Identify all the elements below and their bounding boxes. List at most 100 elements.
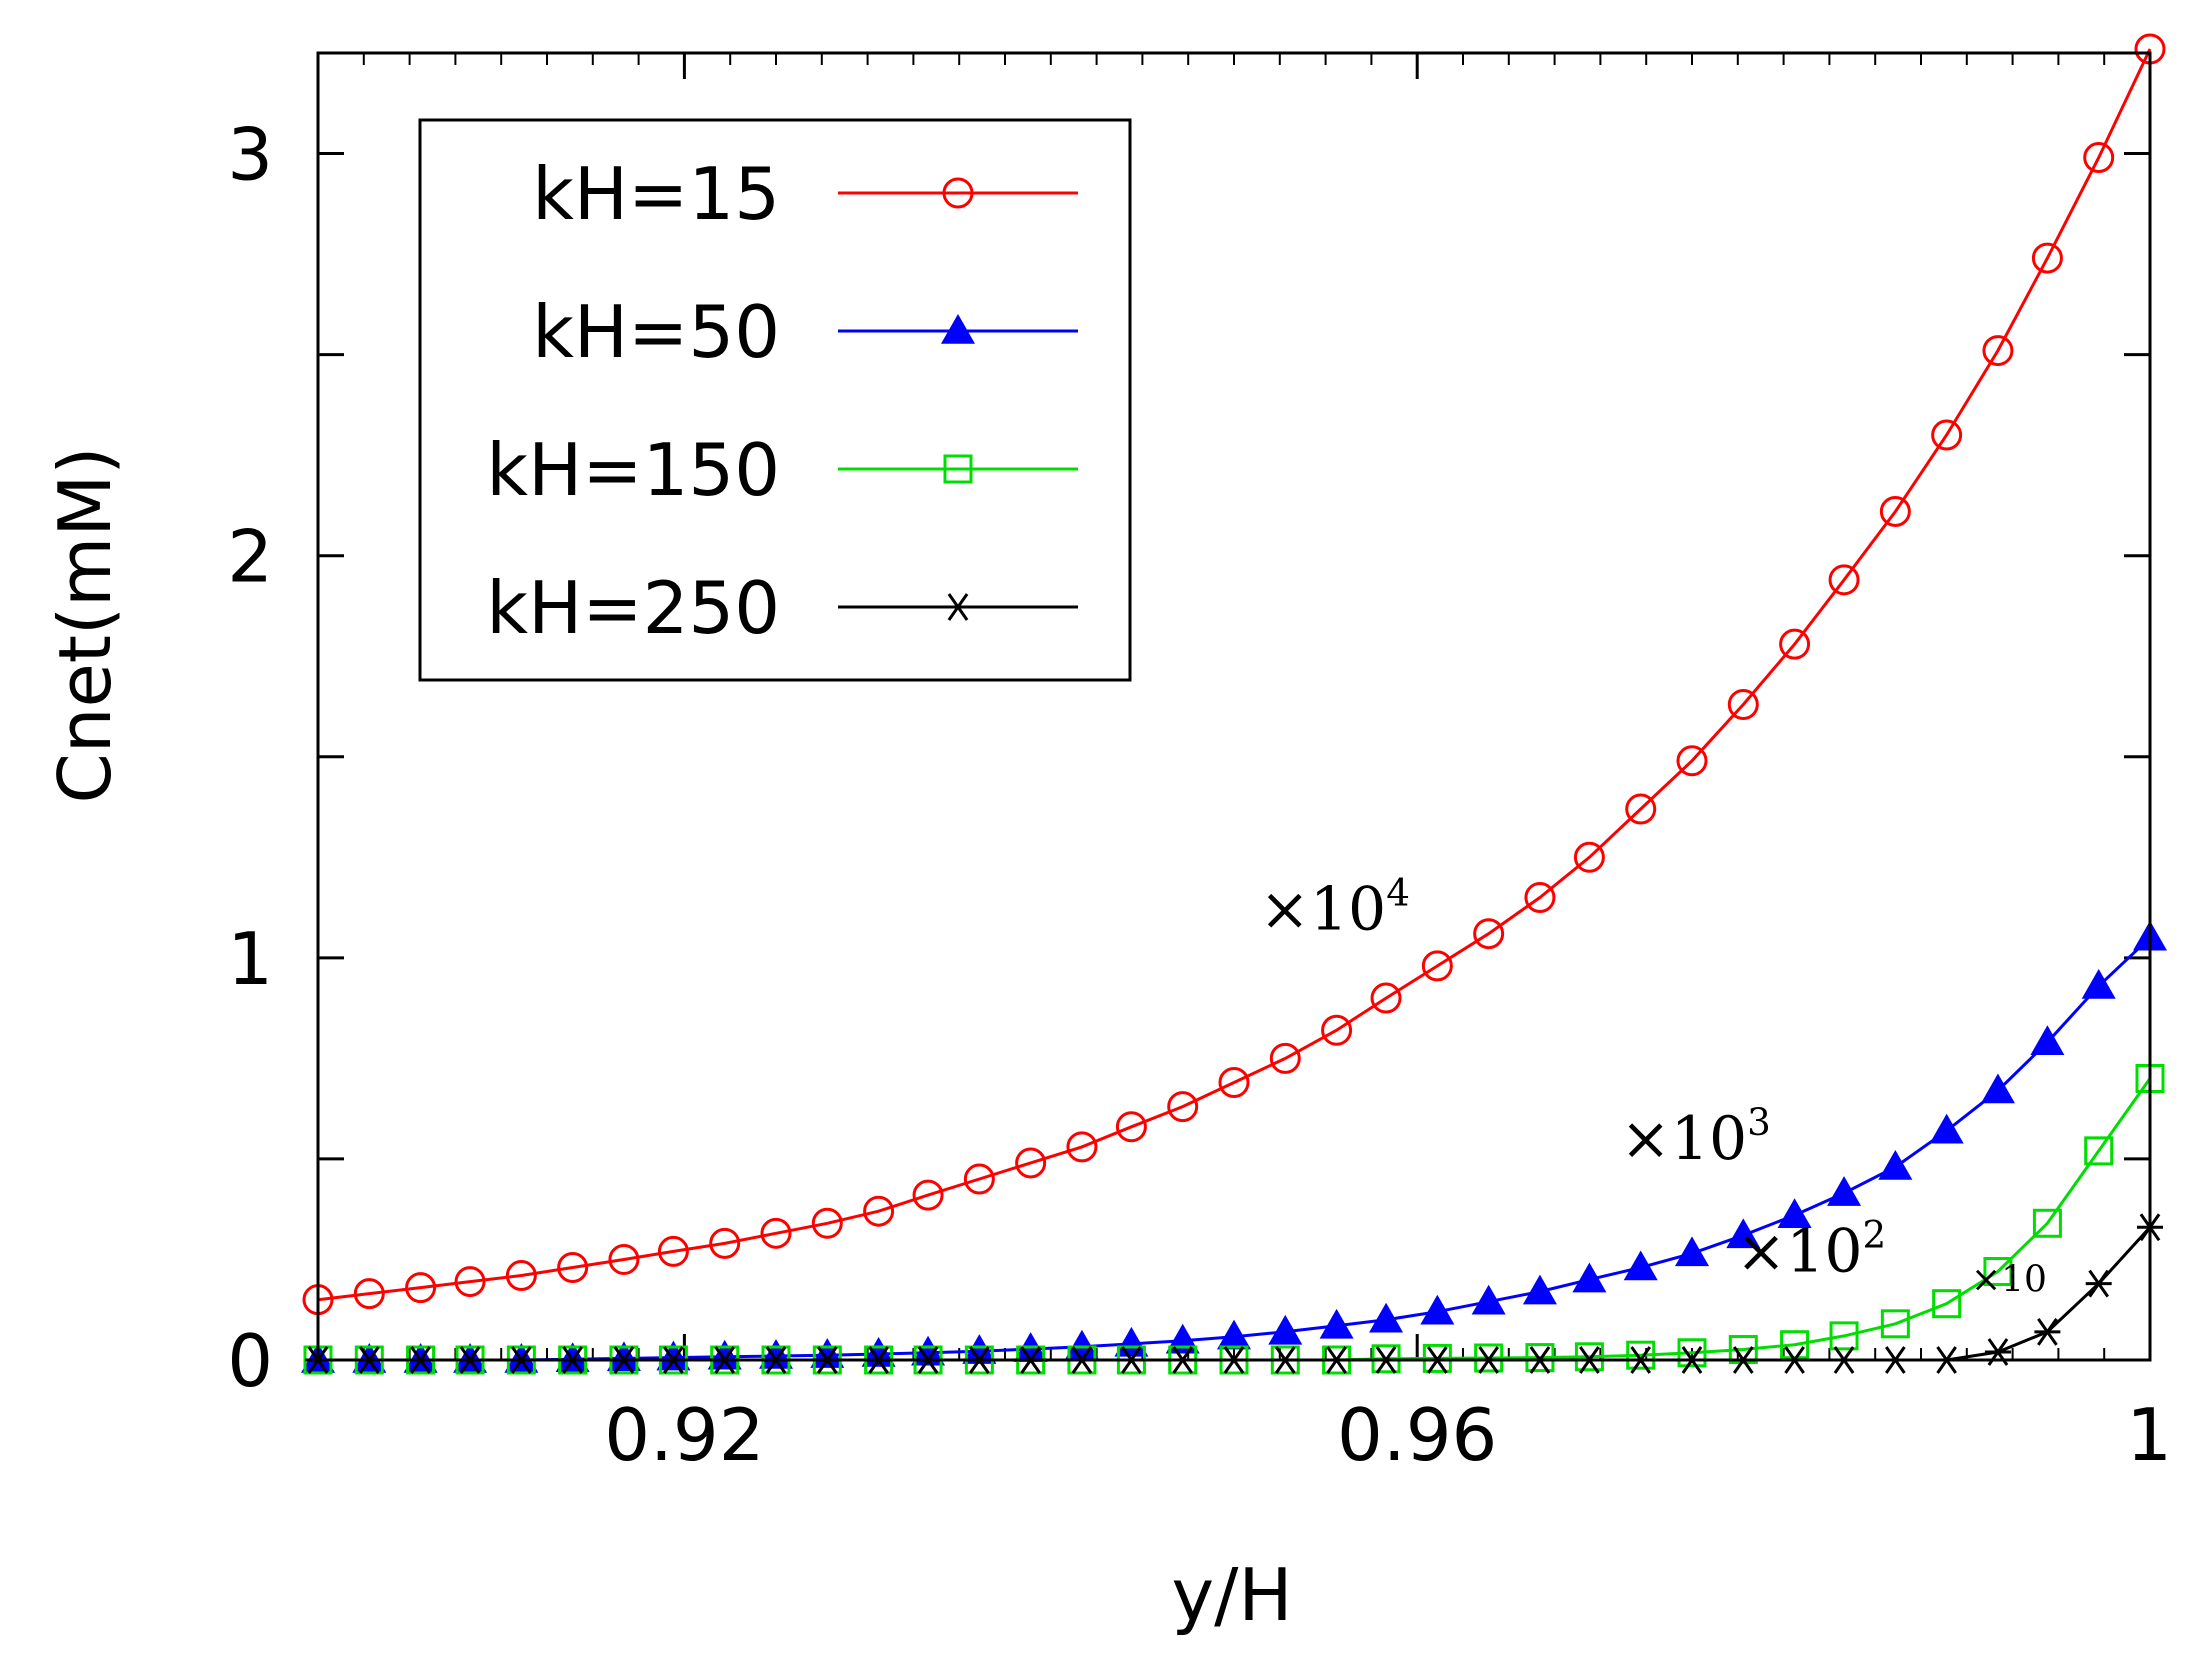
data-point — [606, 1341, 641, 1372]
data-point — [1625, 793, 1657, 825]
data-point — [1929, 1113, 1964, 1144]
data-point — [1879, 495, 1911, 527]
legend-label: kH=15 — [532, 152, 780, 236]
annotation-base: ×10 — [1971, 1260, 2047, 1301]
data-point — [1064, 1329, 1099, 1360]
annotations: ×104×103×102×10 — [1260, 871, 2047, 1301]
data-point — [657, 1235, 689, 1267]
data-point — [353, 1278, 385, 1310]
data-point — [863, 1195, 895, 1227]
plot-frame — [316, 51, 2152, 1362]
legend-item: kH=15 — [532, 152, 1078, 236]
annotation-exponent: 4 — [1386, 871, 1410, 915]
data-point — [2030, 1025, 2065, 1056]
data-point — [1626, 1340, 1656, 1370]
data-point — [811, 1207, 843, 1239]
annotation-x10: ×10 — [1971, 1260, 2047, 1301]
data-point — [2083, 142, 2115, 174]
data-point — [1878, 1149, 1913, 1180]
data-point — [1676, 745, 1708, 777]
annotation-x1e3: ×103 — [1621, 1100, 1771, 1174]
legend-item: kH=50 — [532, 290, 1078, 374]
x-tick-label: 1 — [2126, 1393, 2172, 1477]
series-line — [317, 48, 2152, 1302]
data-point — [1982, 335, 2014, 367]
data-point — [2031, 242, 2063, 274]
series-kH=50 — [301, 920, 2167, 1373]
y-axis-title: Cnet(mM) — [43, 447, 127, 804]
x-axis-title: y/H — [1171, 1553, 1292, 1637]
data-point — [1115, 1111, 1147, 1143]
y-tick-label: 3 — [227, 113, 273, 197]
data-point — [1777, 1198, 1812, 1228]
data-point — [1932, 1289, 1962, 1319]
data-point — [1675, 1236, 1709, 1267]
legend-label: kH=50 — [532, 290, 780, 374]
data-point — [1321, 1014, 1353, 1046]
y-tick-label: 0 — [227, 1319, 273, 1403]
data-point — [1880, 1309, 1910, 1339]
tick-labels: 0.92 0.96 1 0 1 2 3 — [227, 113, 2172, 1477]
data-point — [2084, 1136, 2114, 1166]
data-point — [1931, 419, 1963, 451]
data-point — [1827, 1176, 1862, 1206]
data-point — [760, 1217, 792, 1249]
data-point — [2085, 1269, 2112, 1298]
data-point — [1167, 1091, 1199, 1123]
data-point — [1370, 982, 1402, 1014]
data-point — [1524, 882, 1556, 914]
annotation-base: ×10 — [1260, 875, 1387, 945]
data-point — [1420, 1294, 1455, 1325]
data-point — [1474, 1343, 1504, 1373]
data-point — [1471, 1284, 1506, 1315]
data-point — [1829, 1321, 1859, 1351]
data-point — [1574, 1342, 1604, 1372]
data-point — [1015, 1147, 1047, 1179]
legend-marker — [941, 314, 975, 344]
legend-marker — [943, 454, 973, 484]
data-point — [656, 1340, 691, 1371]
data-point — [1369, 1302, 1404, 1333]
data-point — [1828, 564, 1860, 596]
series-kH=15 — [302, 33, 2166, 1316]
data-point — [1319, 1308, 1354, 1339]
data-point — [1066, 1131, 1098, 1163]
annotation-base: ×10 — [1621, 1104, 1748, 1174]
annotation-exponent: 3 — [1747, 1100, 1771, 1144]
annotation-x1e4: ×104 — [1260, 871, 1410, 945]
data-point — [1473, 918, 1505, 950]
series-line — [318, 936, 2152, 1362]
data-point — [1983, 1257, 2013, 1287]
data-point — [2032, 1208, 2062, 1238]
annotation-exponent: 2 — [1863, 1213, 1887, 1257]
data-point — [707, 1339, 742, 1370]
legend-marker — [942, 177, 974, 209]
data-point — [963, 1163, 995, 1195]
data-point — [405, 1272, 437, 1304]
data-point — [454, 1266, 486, 1298]
data-point — [962, 1334, 997, 1364]
y-tick-label: 2 — [227, 515, 273, 599]
annotation-x1e2: ×102 — [1736, 1213, 1886, 1287]
legend-marker — [945, 593, 971, 621]
data-point — [555, 1342, 590, 1372]
data-point — [1218, 1067, 1250, 1099]
data-point — [1268, 1314, 1303, 1345]
data-point — [1572, 1262, 1607, 1293]
data-point — [2034, 1317, 2061, 1346]
legend-label: kH=250 — [486, 566, 780, 650]
data-point — [608, 1243, 640, 1275]
annotation-base: ×10 — [1736, 1217, 1863, 1287]
data-point — [1421, 950, 1453, 982]
data-point — [1217, 1319, 1251, 1350]
legend: kH=15 kH=50 kH=150 kH=250 — [418, 118, 1132, 682]
data-point — [1623, 1250, 1658, 1281]
data-point — [1269, 1042, 1301, 1074]
data-point — [505, 1260, 537, 1292]
x-tick-label: 0.96 — [1337, 1393, 1497, 1477]
data-point — [1779, 628, 1811, 660]
data-point — [557, 1252, 589, 1284]
data-point — [911, 1335, 946, 1366]
data-point — [1522, 1274, 1557, 1305]
